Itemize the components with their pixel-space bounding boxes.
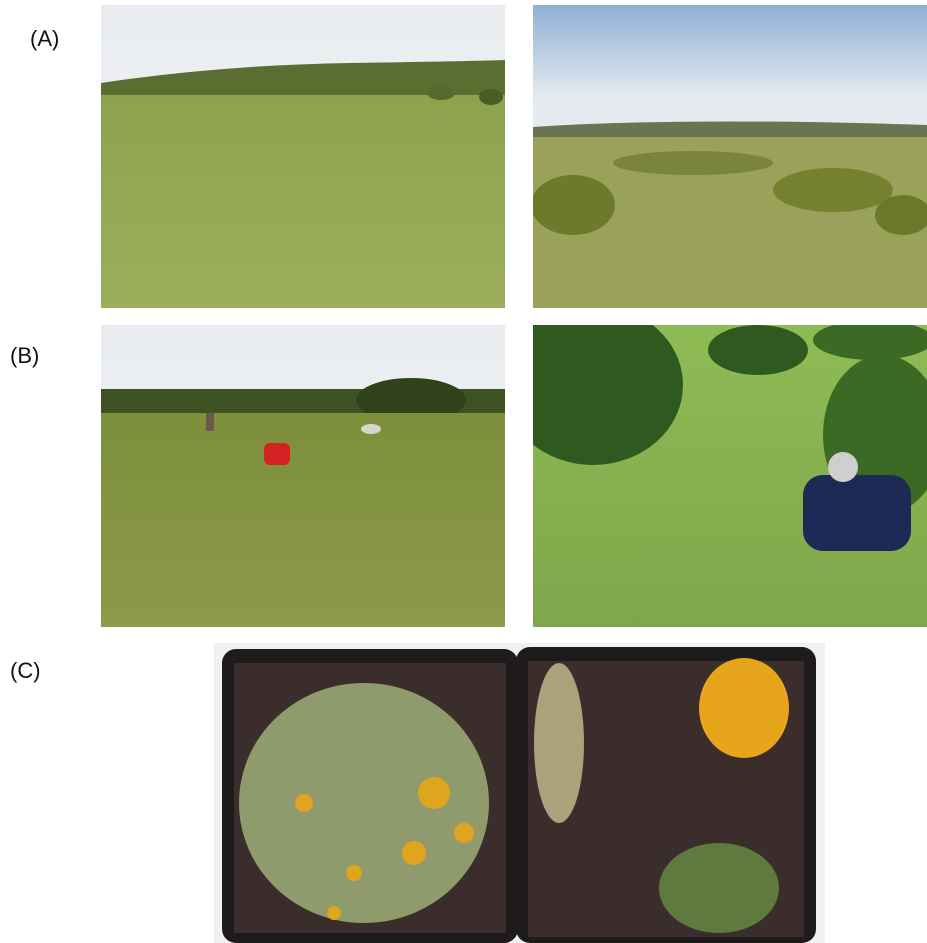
panel-label: (B) [10,343,40,368]
photo-sampling-closeup [533,325,927,627]
photo-scrubland [533,5,927,308]
panel-label: (A) [30,26,60,51]
photo-sampling [101,325,505,627]
photo-trays [214,643,825,943]
photo-grassland [101,5,505,308]
panel-label: (C) [10,658,41,683]
